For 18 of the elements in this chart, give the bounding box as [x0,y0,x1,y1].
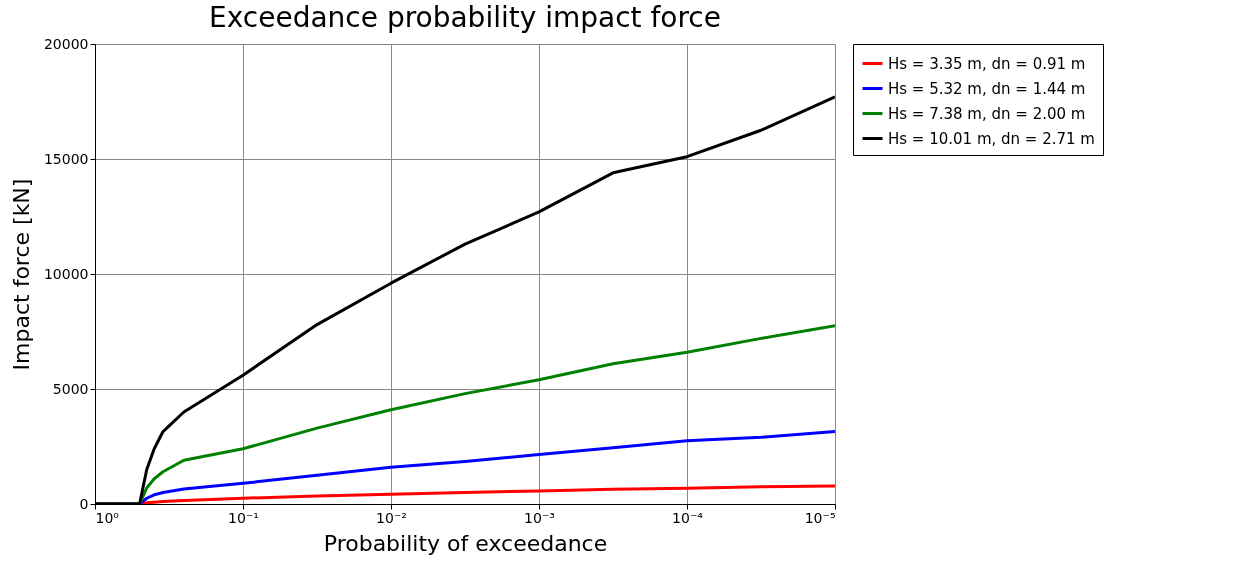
x-tick-label: 10⁻¹ [228,509,259,526]
y-tick-label: 20000 [43,35,89,52]
y-axis-title: Impact force [kN] [8,178,34,371]
y-tick-label: 5000 [52,380,89,397]
legend-label: Hs = 7.38 m, dn = 2.00 m [888,104,1086,123]
x-tick-label: 10⁻⁴ [672,509,704,526]
chart-title: Exceedance probability impact force [209,1,721,34]
legend-label: Hs = 10.01 m, dn = 2.71 m [888,129,1095,148]
y-tick-label: 10000 [43,265,89,282]
x-axis-title: Probability of exceedance [323,530,608,556]
x-tick-label: 10⁻⁵ [804,509,836,526]
x-tick-label: 10⁻² [376,509,407,526]
legend-label: Hs = 5.32 m, dn = 1.44 m [888,79,1086,98]
legend-label: Hs = 3.35 m, dn = 0.91 m [888,54,1086,73]
x-tick-label: 10⁻³ [524,509,555,526]
x-tick-label: 10⁰ [95,509,120,526]
y-tick-label: 15000 [43,150,89,167]
y-tick-label: 0 [79,495,89,512]
